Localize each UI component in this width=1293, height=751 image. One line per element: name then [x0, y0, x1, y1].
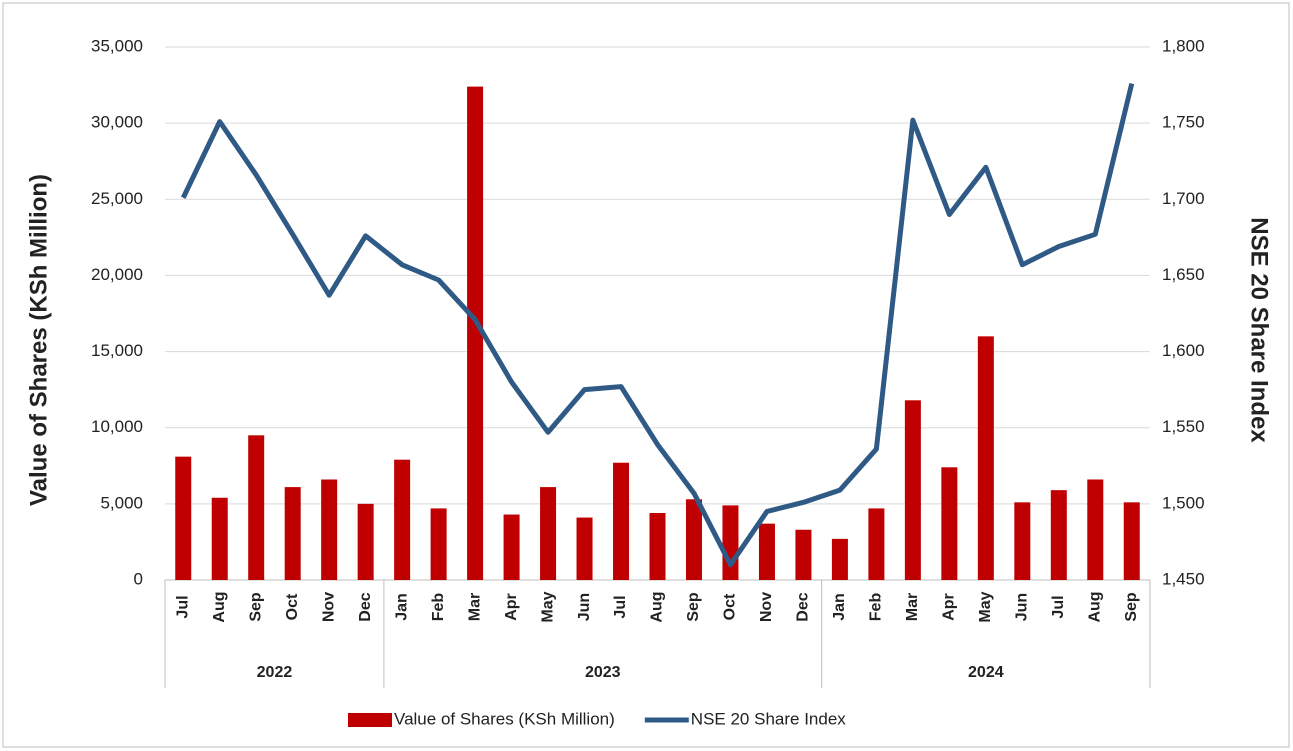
y2-tick-label: 1,800 [1162, 36, 1205, 55]
y-tick-label: 30,000 [91, 113, 143, 132]
y-axis-title: Value of Shares (KSh Million) [25, 174, 52, 506]
bar [1050, 490, 1067, 580]
x-tick-label: Aug [1086, 591, 1103, 622]
x-tick-label: Mar [466, 593, 483, 621]
bar [904, 400, 921, 580]
bar [868, 508, 885, 580]
x-tick-label: May [977, 591, 994, 622]
bar [211, 497, 228, 580]
x-tick-label: Sep [1123, 592, 1140, 622]
bar [576, 517, 593, 580]
x-tick-label: Dec [357, 592, 374, 621]
x-tick-label: Aug [211, 591, 228, 622]
x-tick-label: Mar [904, 593, 921, 621]
y2-tick-label: 1,750 [1162, 113, 1205, 132]
y-tick-label: 15,000 [91, 341, 143, 360]
x-tick-label: Jan [393, 593, 410, 621]
x-tick-label: May [539, 591, 556, 622]
bar [467, 86, 484, 580]
x-tick-label: Oct [284, 593, 301, 620]
y2-tick-label: 1,500 [1162, 493, 1205, 512]
bar [1123, 502, 1140, 580]
y-tick-label: 25,000 [91, 189, 143, 208]
x-tick-label: Sep [685, 592, 702, 622]
x-tick-label: Jul [612, 595, 629, 618]
legend-swatch [348, 713, 392, 727]
y2-tick-label: 1,550 [1162, 417, 1205, 436]
x-tick-label: Jun [1014, 593, 1031, 621]
y-tick-label: 5,000 [100, 493, 143, 512]
x-tick-label: Nov [758, 592, 775, 622]
x-tick-label: Jul [174, 595, 191, 618]
x-tick-label: Jul [1050, 595, 1067, 618]
bar [758, 523, 775, 580]
y-tick-label: 10,000 [91, 417, 143, 436]
bar [613, 462, 630, 580]
x-tick-label: Jun [576, 593, 593, 621]
y2-axis-title: NSE 20 Share Index [1246, 217, 1273, 443]
x-group-label: 2024 [968, 664, 1004, 681]
y2-tick-label: 1,600 [1162, 341, 1205, 360]
bar [430, 508, 447, 580]
bar [321, 479, 338, 580]
bar [941, 467, 958, 580]
bar [1014, 502, 1031, 580]
x-tick-label: Nov [320, 592, 337, 622]
x-tick-label: Oct [722, 593, 739, 620]
x-group-label: 2022 [257, 664, 293, 681]
bar [1087, 479, 1104, 580]
y2-tick-label: 1,450 [1162, 569, 1205, 588]
x-tick-label: Aug [649, 591, 666, 622]
bar [357, 503, 374, 580]
y-tick-label: 35,000 [91, 36, 143, 55]
x-tick-label: Sep [247, 592, 264, 622]
y2-tick-label: 1,700 [1162, 189, 1205, 208]
legend-label: NSE 20 Share Index [691, 709, 846, 728]
line [180, 82, 1135, 568]
bar [649, 512, 666, 580]
legend-label: Value of Shares (KSh Million) [394, 709, 615, 728]
bar [284, 487, 301, 580]
x-tick-label: Apr [503, 593, 520, 621]
y-tick-label: 20,000 [91, 265, 143, 284]
x-tick-label: Dec [795, 592, 812, 621]
x-tick-label: Feb [868, 593, 885, 622]
bar [540, 487, 557, 580]
bar [248, 435, 265, 580]
x-tick-label: Apr [941, 593, 958, 621]
bar [394, 459, 411, 580]
bar [685, 499, 702, 580]
x-tick-label: Jan [831, 593, 848, 621]
x-tick-label: Feb [430, 593, 447, 622]
bar [831, 538, 848, 580]
bar [795, 529, 812, 580]
bar [503, 514, 520, 580]
y-tick-label: 0 [134, 569, 143, 588]
bar [722, 505, 739, 580]
bar [175, 456, 192, 580]
bar [977, 336, 994, 580]
y2-tick-label: 1,650 [1162, 265, 1205, 284]
x-group-label: 2023 [585, 664, 621, 681]
